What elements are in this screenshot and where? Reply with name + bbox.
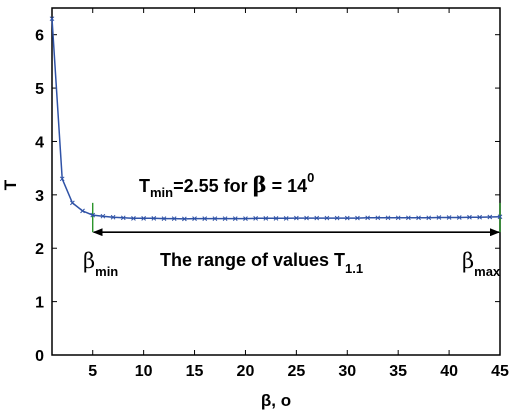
series-point bbox=[70, 200, 75, 206]
series-point bbox=[436, 215, 442, 220]
series-point bbox=[426, 215, 432, 221]
tmin-value: = 14 bbox=[267, 176, 308, 196]
series-point bbox=[232, 216, 238, 221]
series-point bbox=[253, 215, 258, 221]
tmin-sup: 0 bbox=[307, 170, 314, 185]
range-text: The range of values T bbox=[160, 250, 345, 270]
series-point bbox=[151, 215, 157, 221]
beta-min-label: βmin bbox=[83, 249, 118, 279]
series-point bbox=[273, 215, 279, 221]
series-line-group bbox=[49, 16, 503, 222]
series-point bbox=[294, 215, 299, 221]
series-point bbox=[243, 216, 248, 221]
y-axis-label: T bbox=[1, 179, 20, 190]
tmin-t: T bbox=[139, 176, 150, 196]
series-markers bbox=[49, 16, 503, 222]
y-tick-label: 5 bbox=[35, 81, 44, 98]
tmin-sub: min bbox=[150, 185, 173, 200]
x-axis-label: β, o bbox=[261, 391, 291, 410]
series-point bbox=[365, 215, 370, 221]
tmin-beta-symbol: β bbox=[253, 172, 267, 197]
x-tick-label: 45 bbox=[491, 363, 509, 380]
y-tick-label: 3 bbox=[35, 188, 44, 205]
series-point bbox=[131, 215, 136, 221]
series-point bbox=[90, 212, 96, 218]
x-tick-label: 30 bbox=[338, 363, 356, 380]
series-point bbox=[192, 216, 197, 221]
series-point bbox=[334, 215, 340, 221]
series-point bbox=[120, 215, 126, 221]
series-point bbox=[80, 208, 85, 214]
series-point bbox=[477, 214, 482, 220]
series-point bbox=[497, 214, 503, 220]
plot-area bbox=[51, 7, 501, 356]
y-tick-label: 6 bbox=[35, 28, 44, 45]
series-point bbox=[161, 216, 167, 221]
series-point bbox=[416, 215, 421, 221]
series-point bbox=[344, 215, 350, 221]
beta-max-sub: max bbox=[474, 264, 501, 279]
beta-max-label: βmax bbox=[462, 249, 501, 279]
series-point bbox=[456, 215, 462, 220]
series-point bbox=[171, 216, 177, 221]
series-point bbox=[49, 16, 55, 22]
x-tick-label: 20 bbox=[237, 363, 255, 380]
beta-min-symbol: β bbox=[83, 249, 95, 273]
series-point bbox=[263, 215, 269, 221]
series-point bbox=[182, 216, 187, 222]
range-annotation: The range of values T1.1 bbox=[160, 250, 363, 276]
series-point bbox=[395, 215, 401, 221]
y-tick-label: 0 bbox=[35, 348, 44, 365]
tmin-text: =2.55 for bbox=[173, 176, 253, 196]
series-point bbox=[202, 216, 208, 221]
series-point bbox=[406, 215, 411, 221]
series-point bbox=[355, 215, 360, 221]
series-point bbox=[283, 215, 289, 221]
series-point bbox=[141, 215, 146, 221]
tmin-annotation: Tmin=2.55 for β = 140 bbox=[139, 170, 314, 200]
series-point bbox=[314, 215, 320, 221]
x-tick-label: 5 bbox=[88, 363, 97, 380]
beta-min-sub: min bbox=[95, 264, 118, 279]
series-point bbox=[375, 215, 381, 221]
y-axis-ticks: 0 1 2 3 4 5 6 bbox=[35, 28, 500, 365]
series-point bbox=[487, 214, 493, 220]
beta-max-symbol: β bbox=[462, 249, 474, 273]
x-tick-label: 35 bbox=[389, 363, 407, 380]
x-tick-label: 40 bbox=[440, 363, 458, 380]
series-point bbox=[59, 176, 65, 182]
x-axis-ticks: 5 10 15 20 25 30 35 40 45 bbox=[88, 8, 509, 380]
x-tick-label: 25 bbox=[287, 363, 305, 380]
x-tick-label: 10 bbox=[135, 363, 153, 380]
series-point bbox=[324, 215, 330, 221]
series-point bbox=[446, 215, 452, 220]
series-point bbox=[304, 215, 309, 221]
series-point bbox=[212, 216, 218, 221]
series-point bbox=[467, 214, 472, 220]
x-tick-label: 15 bbox=[186, 363, 204, 380]
series-point bbox=[110, 214, 116, 220]
series-point bbox=[385, 215, 391, 221]
y-tick-label: 4 bbox=[35, 134, 44, 151]
series-point bbox=[100, 213, 106, 219]
y-tick-label: 2 bbox=[35, 241, 44, 258]
range-sub: 1.1 bbox=[345, 261, 363, 276]
range-vertical-markers bbox=[92, 202, 501, 233]
y-tick-label: 1 bbox=[35, 295, 44, 312]
series-point bbox=[222, 216, 228, 221]
